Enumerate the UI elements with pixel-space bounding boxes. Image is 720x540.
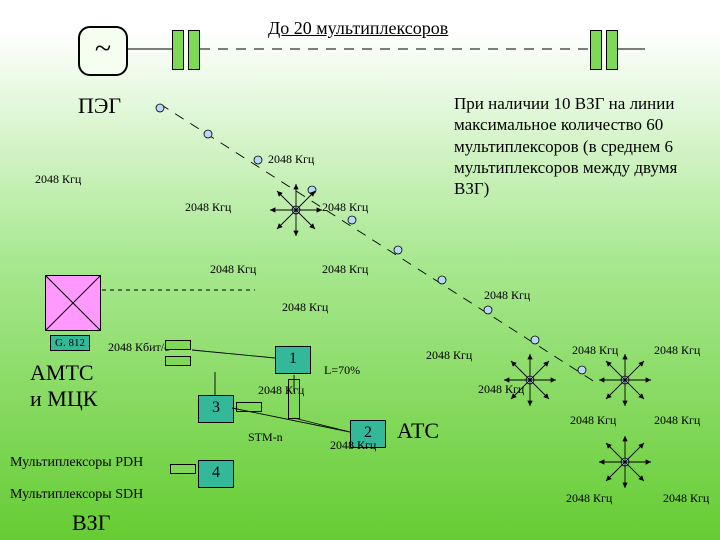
amtc-label-1: АМТС (30, 360, 94, 386)
khz-label: 2048 Кгц (484, 288, 530, 303)
pdh-label: Мультиплексоры PDH (10, 455, 143, 471)
khz-label: 2048 Кгц (572, 343, 618, 358)
note-text: При наличии 10 ВЗГ на линии максимальное… (454, 93, 704, 199)
khz-label: 2048 Кгц (654, 343, 700, 358)
note-content: При наличии 10 ВЗГ на линии максимальное… (454, 94, 677, 198)
khz-label: 2048 Кгц (322, 262, 368, 277)
khz-label: 2048 Кгц (478, 382, 524, 397)
khz-label: 2048 Кгц (282, 300, 328, 315)
mux-block (606, 30, 618, 70)
khz-label: 2048 Кгц (426, 348, 472, 363)
atc-label: АТС (397, 418, 439, 444)
mux-block (172, 30, 184, 70)
kbit-label: 2048 Кбит/с (108, 340, 169, 355)
mux-block (188, 30, 200, 70)
mux-h (165, 356, 191, 366)
mux-h (170, 464, 196, 474)
khz-label: 2048 Кгц (654, 413, 700, 428)
khz-label: 2048 Кгц (663, 491, 709, 506)
vzg-label: ВЗГ (72, 510, 110, 536)
peg-symbol: ~ (78, 26, 128, 76)
khz-label: 2048 Кгц (210, 262, 256, 277)
g812-box: G. 812 (50, 335, 90, 351)
box-3: 3 (198, 395, 234, 423)
top-label: До 20 мультиплексоров (268, 18, 448, 39)
amtc-label-2: и МЦК (30, 386, 97, 412)
stm-label: STM-n (248, 430, 283, 445)
khz-label: 2048 Кгц (268, 152, 314, 167)
box-4: 4 (198, 460, 234, 488)
khz-label: 2048 Кгц (185, 200, 231, 215)
l70-label: L=70% (324, 363, 360, 378)
box-1: 1 (275, 346, 311, 374)
khz-label: 2048 Кгц (330, 438, 376, 453)
khz-label: 2048 Кгц (570, 413, 616, 428)
mux-h (236, 402, 262, 412)
khz-label: 2048 Кгц (566, 491, 612, 506)
mux-h (165, 340, 191, 350)
khz-label: 2048 Кгц (35, 172, 81, 187)
mux-block (590, 30, 602, 70)
khz-label: 2048 Кгц (258, 383, 304, 398)
switch-box (45, 275, 101, 331)
khz-label: 2048 Кгц (322, 200, 368, 215)
peg-label: ПЭГ (78, 93, 121, 119)
sdh-label: Мультиплексоры SDH (10, 487, 143, 503)
